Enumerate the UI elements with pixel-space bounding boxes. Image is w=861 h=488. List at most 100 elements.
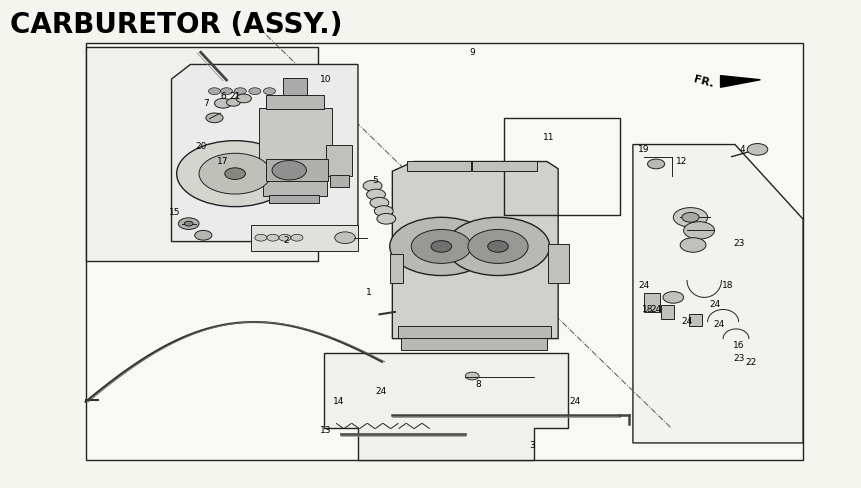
Text: 3: 3 bbox=[529, 441, 535, 450]
Circle shape bbox=[681, 212, 698, 222]
Text: 15: 15 bbox=[169, 208, 181, 217]
Polygon shape bbox=[720, 76, 759, 87]
Circle shape bbox=[683, 222, 714, 239]
Circle shape bbox=[362, 181, 381, 191]
Circle shape bbox=[647, 159, 664, 169]
Circle shape bbox=[255, 234, 267, 241]
Circle shape bbox=[468, 229, 528, 264]
Circle shape bbox=[465, 372, 479, 380]
Circle shape bbox=[487, 241, 508, 252]
Bar bbox=[283, 78, 307, 95]
Circle shape bbox=[366, 189, 385, 200]
Circle shape bbox=[334, 232, 355, 244]
Circle shape bbox=[214, 99, 232, 108]
Circle shape bbox=[178, 218, 199, 229]
Circle shape bbox=[236, 94, 251, 103]
Bar bbox=[688, 314, 701, 326]
Bar bbox=[325, 144, 351, 176]
Circle shape bbox=[226, 99, 240, 106]
Circle shape bbox=[177, 141, 294, 206]
Text: 23: 23 bbox=[732, 353, 743, 363]
Text: 5: 5 bbox=[372, 177, 378, 185]
Text: 24: 24 bbox=[712, 320, 723, 328]
Circle shape bbox=[279, 234, 291, 241]
Circle shape bbox=[225, 168, 245, 180]
Bar bbox=[329, 175, 348, 187]
Polygon shape bbox=[392, 162, 558, 339]
Bar bbox=[406, 161, 471, 171]
Bar bbox=[504, 118, 619, 215]
Text: CARBURETOR (ASSY.): CARBURETOR (ASSY.) bbox=[10, 11, 342, 39]
Bar bbox=[400, 336, 547, 350]
Text: 24: 24 bbox=[681, 317, 692, 326]
Text: 6: 6 bbox=[220, 92, 226, 101]
Text: 16: 16 bbox=[732, 342, 744, 350]
Circle shape bbox=[672, 207, 707, 227]
Circle shape bbox=[411, 229, 471, 264]
Text: 9: 9 bbox=[469, 48, 474, 57]
Bar bbox=[548, 244, 568, 283]
Bar bbox=[398, 325, 551, 338]
Text: 24: 24 bbox=[569, 397, 580, 406]
Text: 14: 14 bbox=[333, 397, 344, 406]
Polygon shape bbox=[632, 144, 802, 443]
Circle shape bbox=[199, 153, 271, 194]
Circle shape bbox=[195, 230, 212, 240]
Circle shape bbox=[267, 234, 279, 241]
Text: 18: 18 bbox=[641, 305, 653, 314]
Circle shape bbox=[234, 88, 246, 95]
Bar bbox=[263, 180, 326, 197]
Bar bbox=[472, 161, 536, 171]
Text: 11: 11 bbox=[542, 133, 554, 142]
Polygon shape bbox=[171, 64, 357, 242]
Text: 8: 8 bbox=[474, 380, 480, 389]
Circle shape bbox=[374, 205, 393, 216]
Bar bbox=[389, 254, 402, 283]
Text: 24: 24 bbox=[708, 300, 719, 309]
Text: 10: 10 bbox=[320, 75, 331, 83]
Circle shape bbox=[208, 88, 220, 95]
Circle shape bbox=[662, 291, 683, 303]
Text: 7: 7 bbox=[203, 99, 208, 108]
Text: 17: 17 bbox=[217, 157, 228, 166]
Text: 24: 24 bbox=[375, 387, 387, 396]
Text: 23: 23 bbox=[732, 240, 743, 248]
Text: 13: 13 bbox=[320, 427, 331, 435]
Circle shape bbox=[249, 88, 261, 95]
Text: 1: 1 bbox=[366, 288, 372, 297]
Circle shape bbox=[746, 143, 767, 155]
Circle shape bbox=[263, 88, 276, 95]
Circle shape bbox=[430, 241, 451, 252]
Bar bbox=[85, 42, 802, 460]
Text: 2: 2 bbox=[283, 236, 289, 244]
Text: 24: 24 bbox=[650, 305, 661, 314]
Text: 18: 18 bbox=[721, 281, 733, 290]
Text: FR.: FR. bbox=[691, 74, 714, 89]
Bar bbox=[266, 95, 324, 109]
Bar bbox=[251, 224, 357, 251]
Circle shape bbox=[389, 217, 492, 276]
Circle shape bbox=[220, 88, 232, 95]
Circle shape bbox=[184, 221, 193, 226]
Bar bbox=[266, 159, 327, 181]
Circle shape bbox=[291, 234, 302, 241]
Circle shape bbox=[369, 198, 388, 208]
Circle shape bbox=[679, 238, 705, 252]
Text: 19: 19 bbox=[638, 145, 649, 154]
Bar bbox=[643, 293, 659, 312]
Bar bbox=[85, 47, 317, 261]
Circle shape bbox=[272, 161, 306, 180]
Circle shape bbox=[446, 217, 549, 276]
Text: 22: 22 bbox=[744, 358, 755, 367]
Text: 4: 4 bbox=[739, 145, 744, 154]
Polygon shape bbox=[323, 353, 567, 460]
Circle shape bbox=[376, 213, 395, 224]
Text: 24: 24 bbox=[638, 281, 649, 290]
Bar bbox=[660, 305, 673, 319]
Bar bbox=[259, 108, 331, 162]
Text: 20: 20 bbox=[195, 142, 206, 151]
Circle shape bbox=[206, 113, 223, 122]
Bar bbox=[269, 196, 319, 203]
Text: 21: 21 bbox=[229, 92, 240, 101]
Text: 12: 12 bbox=[675, 157, 687, 166]
